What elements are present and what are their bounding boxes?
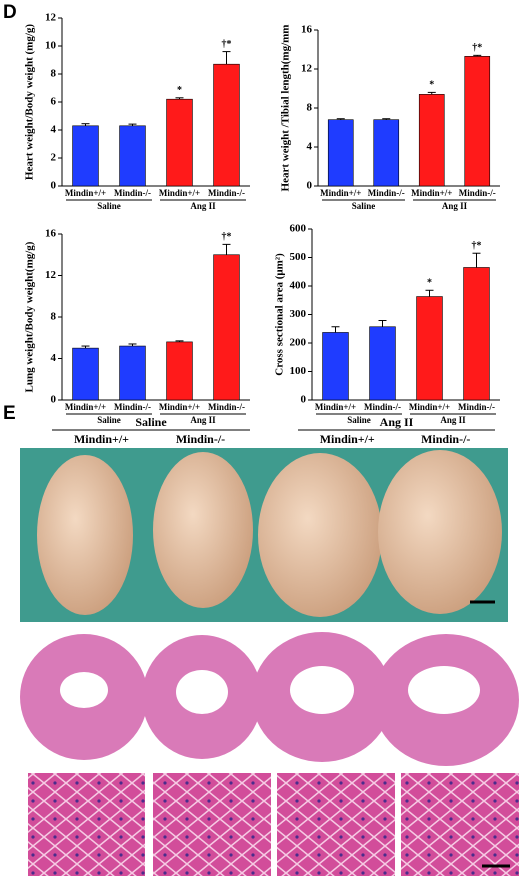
significance-label: †* (472, 241, 482, 252)
x-tick-label: Mindin+/+ (159, 402, 200, 412)
group-label: Ang II (442, 201, 468, 211)
lumen (290, 666, 354, 714)
y-tick-label: 400 (290, 280, 307, 292)
y-tick-label: 12 (45, 12, 57, 24)
significance-label: †* (472, 43, 482, 54)
y-tick-label: 200 (290, 337, 307, 349)
bar (72, 347, 99, 401)
x-tick-label: Mindin-/- (208, 188, 245, 198)
bar (213, 254, 240, 401)
bar (373, 119, 400, 187)
x-tick-label: Mindin-/- (208, 402, 245, 412)
heart-photo (258, 453, 382, 617)
bar (119, 125, 146, 187)
sections (20, 632, 519, 766)
y-tick-label: 16 (45, 228, 57, 240)
micrograph (153, 773, 271, 876)
x-tick-label: Mindin+/+ (315, 402, 356, 412)
micrograph (401, 773, 519, 876)
lumen (408, 666, 480, 714)
y-tick-label: 300 (290, 308, 307, 320)
group-label: Saline (352, 201, 376, 211)
x-tick-label: Mindin-/- (458, 402, 495, 412)
bar (418, 94, 445, 187)
y-tick-label: 10 (45, 40, 57, 52)
y-tick-label: 8 (51, 311, 57, 323)
x-tick-label: Mindin-/- (114, 188, 151, 198)
y-tick-label: 2 (51, 152, 57, 164)
group-label: Ang II (440, 415, 466, 425)
panel-label: E (3, 403, 16, 424)
y-tick-label: 16 (301, 24, 313, 36)
y-tick-label: 12 (45, 269, 57, 281)
bar (119, 345, 146, 401)
y-tick-label: 600 (290, 223, 307, 235)
micrograph (28, 773, 145, 876)
x-tick-label: Mindin+/+ (65, 402, 106, 412)
bar (166, 341, 193, 401)
y-tick-label: 0 (51, 394, 57, 406)
x-tick-label: Mindin+/+ (320, 188, 361, 198)
y-axis-label: Heart weight /Tibial length(mg/mm (280, 25, 292, 192)
y-tick-label: 8 (51, 68, 57, 80)
y-axis-label: Cross sectional area (μm²) (274, 253, 286, 376)
column-label: Mindin-/- (176, 432, 225, 446)
column-label: Mindin+/+ (74, 432, 129, 446)
bar (464, 56, 491, 187)
significance-label: †* (222, 39, 232, 50)
heart-photo (378, 450, 502, 614)
y-tick-label: 6 (51, 96, 57, 108)
y-tick-label: 4 (307, 141, 313, 153)
group-label: Ang II (190, 201, 216, 211)
y-tick-label: 500 (290, 251, 307, 263)
lumen (176, 670, 228, 714)
group-label: Saline (135, 415, 167, 429)
heart-photo (153, 452, 253, 608)
heart-photo (37, 455, 133, 615)
y-tick-label: 0 (307, 180, 313, 192)
x-tick-label: Mindin+/+ (411, 188, 452, 198)
bar (463, 267, 490, 401)
x-tick-label: Mindin+/+ (65, 188, 106, 198)
significance-label: †* (222, 232, 232, 243)
y-axis-label: Lung weight/Body weight(mg/g) (24, 241, 36, 392)
group-label: Ang II (190, 415, 216, 425)
bar (166, 98, 193, 187)
group-label: Saline (97, 201, 121, 211)
significance-label: * (177, 85, 182, 96)
y-tick-label: 0 (51, 180, 57, 192)
y-tick-label: 100 (290, 365, 307, 377)
bar (369, 326, 396, 401)
y-tick-label: 12 (301, 63, 313, 75)
y-axis-label: Heart weight/Body weight (mg/g) (24, 24, 36, 180)
bar (327, 119, 354, 187)
panel-label: D (3, 2, 17, 23)
significance-label: * (427, 278, 432, 289)
column-label: Mindin+/+ (320, 432, 375, 446)
micrograph (277, 773, 395, 876)
lumen (60, 672, 108, 708)
x-tick-label: Mindin+/+ (409, 402, 450, 412)
column-label: Mindin-/- (421, 432, 470, 446)
y-tick-label: 0 (301, 394, 307, 406)
x-tick-label: Mindin+/+ (159, 188, 200, 198)
bar (213, 63, 240, 187)
group-label: Ang II (380, 415, 414, 429)
y-tick-label: 4 (51, 352, 57, 364)
y-tick-label: 4 (51, 124, 57, 136)
group-label: Saline (347, 415, 371, 425)
significance-label: * (429, 80, 434, 91)
bar (416, 296, 443, 401)
y-tick-label: 8 (307, 102, 313, 114)
bar (322, 332, 349, 401)
x-tick-label: Mindin-/- (364, 402, 401, 412)
bar (72, 125, 99, 187)
x-tick-label: Mindin-/- (114, 402, 151, 412)
group-label: Saline (97, 415, 121, 425)
x-tick-label: Mindin-/- (459, 188, 496, 198)
x-tick-label: Mindin-/- (368, 188, 405, 198)
